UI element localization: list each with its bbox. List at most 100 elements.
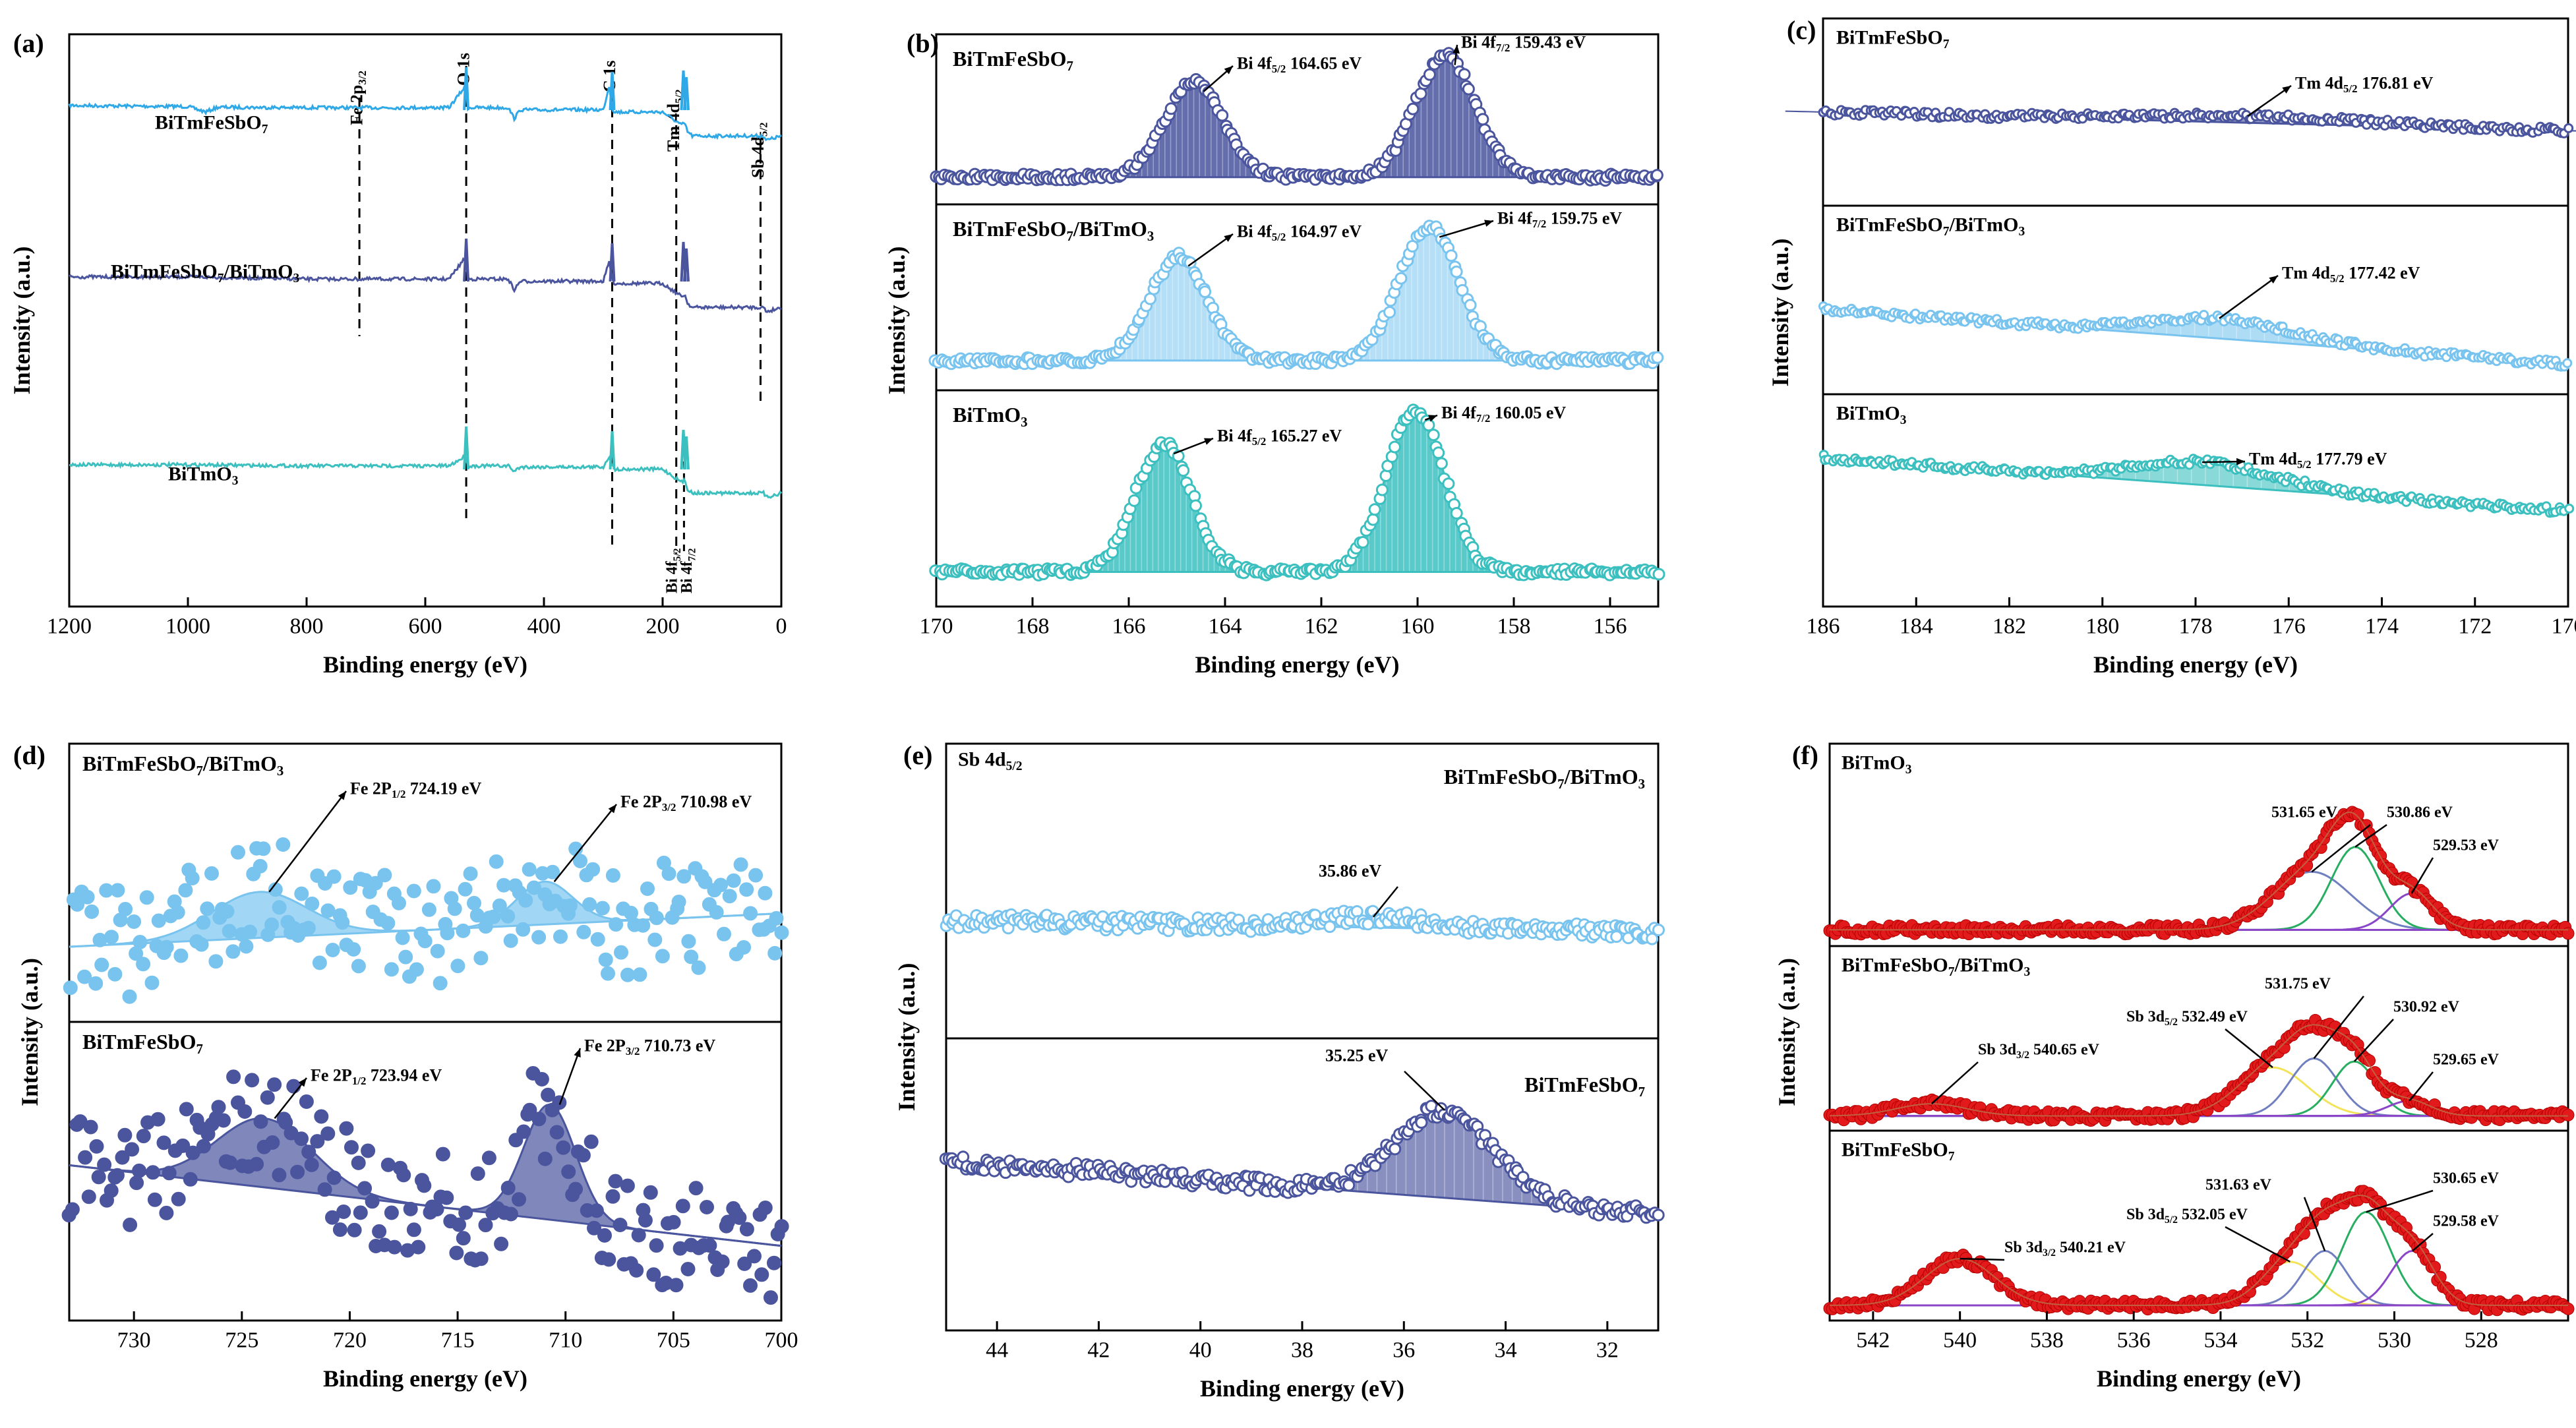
text-run: BiTmFeSbO xyxy=(1444,765,1557,788)
data-point xyxy=(272,1168,287,1183)
text-run: 174 xyxy=(2365,614,2399,639)
data-point xyxy=(430,943,445,959)
text-run: Fe 2p xyxy=(347,85,366,125)
text-run: 724.19 eV xyxy=(405,779,481,798)
text-run: Binding energy (eV) xyxy=(323,1365,527,1392)
data-point xyxy=(170,905,185,920)
x-tick-label: 532 xyxy=(2291,1328,2324,1353)
data-point xyxy=(713,878,729,893)
text-run: Fe 2P xyxy=(311,1065,352,1085)
subscript: 7 xyxy=(218,272,224,285)
data-point xyxy=(467,895,481,910)
data-point xyxy=(260,1090,275,1105)
data-point xyxy=(503,1206,518,1222)
data-point xyxy=(267,1077,282,1092)
data-point xyxy=(726,873,741,888)
peak-label: Bi 4f5/2 165.27 eV xyxy=(1217,426,1342,448)
text-run: (a) xyxy=(13,28,44,58)
data-point xyxy=(1422,419,1435,432)
data-point xyxy=(1189,499,1202,512)
x-tick-label: 160 xyxy=(1401,614,1435,639)
panel-d-tag: (d) xyxy=(13,740,45,770)
data-point xyxy=(417,1178,432,1193)
x-tick-label: 720 xyxy=(333,1328,367,1353)
data-point xyxy=(620,967,635,982)
series-label: BiTmFeSbO7 xyxy=(82,1030,203,1057)
text-run: 170 xyxy=(920,614,953,639)
text-run: 35.25 eV xyxy=(1325,1046,1389,1065)
data-point xyxy=(1379,469,1393,482)
data-point xyxy=(2563,123,2574,133)
arrow-head xyxy=(1453,45,1460,54)
x-tick-label: 184 xyxy=(1900,614,1933,639)
text-run: BiTmFeSbO xyxy=(953,47,1066,71)
data-point xyxy=(2561,1108,2575,1121)
data-point xyxy=(171,1191,186,1206)
text-run: 715 xyxy=(441,1328,475,1353)
data-point xyxy=(516,922,531,937)
text-run: BiTmFeSbO xyxy=(82,1030,196,1054)
data-point xyxy=(346,942,361,957)
data-point xyxy=(145,1165,160,1180)
survey-peak xyxy=(609,243,616,282)
data-point xyxy=(758,1201,773,1215)
text-run: BiTmFeSbO xyxy=(1836,26,1943,48)
x-tick-label: 530 xyxy=(2378,1328,2411,1353)
data-point xyxy=(624,905,638,920)
data-point xyxy=(127,914,142,929)
data-point xyxy=(123,1217,138,1232)
series-label: BiTmFeSbO7 xyxy=(1524,1073,1645,1100)
data-point xyxy=(421,902,436,917)
annotation-arrow xyxy=(1187,233,1234,267)
data-point xyxy=(601,1252,616,1267)
data-point xyxy=(582,897,597,912)
x-tick-label: 730 xyxy=(117,1328,151,1353)
subscript: 7/2 xyxy=(1532,218,1547,230)
text-run: (c) xyxy=(1787,15,1816,45)
data-point xyxy=(1389,1143,1402,1156)
text-run: (b) xyxy=(907,28,939,58)
data-point xyxy=(1383,306,1396,319)
panel-c-tag: (c) xyxy=(1787,15,1816,45)
data-point xyxy=(613,1218,628,1232)
peak-label: Sb 3d3/2 540.65 eV xyxy=(1978,1042,2100,1061)
data-point xyxy=(500,908,516,924)
peak-label: Sb 3d5/2 532.49 eV xyxy=(2126,1009,2248,1028)
data-point xyxy=(156,1135,171,1150)
text-run: 164 xyxy=(1209,614,1242,639)
data-point xyxy=(671,895,686,909)
data-point xyxy=(500,1180,516,1195)
data-point xyxy=(1323,920,1336,934)
text-run: 36 xyxy=(1393,1338,1415,1363)
text-run: Bi 4f xyxy=(1461,32,1496,51)
text-run: 40 xyxy=(1189,1338,1212,1363)
text-run: 180 xyxy=(2085,614,2119,639)
series-label: BiTmFeSbO7 xyxy=(953,47,1073,74)
x-tick-label: 710 xyxy=(549,1328,582,1353)
data-point xyxy=(335,915,350,930)
data-point xyxy=(614,945,628,960)
data-point xyxy=(272,900,287,915)
text-run: 530.86 eV xyxy=(2387,804,2453,821)
data-point xyxy=(1216,109,1229,122)
data-point xyxy=(223,1155,238,1170)
data-point xyxy=(512,1192,526,1207)
survey-spectrum-line xyxy=(68,83,782,142)
x-tick-label: 44 xyxy=(986,1338,1008,1363)
data-point xyxy=(94,957,109,972)
x-tick-label: 600 xyxy=(409,614,442,639)
annotation-arrow xyxy=(2247,84,2292,117)
data-point xyxy=(80,889,95,905)
text-run: BiTmFeSbO xyxy=(1524,1073,1638,1096)
text-run: Binding energy (eV) xyxy=(1195,651,1400,678)
data-point xyxy=(516,1124,531,1139)
data-point xyxy=(562,898,578,913)
x-tick-label: 156 xyxy=(1594,614,1627,639)
data-point xyxy=(200,901,215,916)
data-point xyxy=(225,944,241,959)
text-run: 42 xyxy=(1087,1338,1110,1363)
data-point xyxy=(518,893,533,908)
data-point xyxy=(208,954,224,969)
subscript: 5/2 xyxy=(1272,231,1286,243)
data-point xyxy=(549,1125,564,1140)
